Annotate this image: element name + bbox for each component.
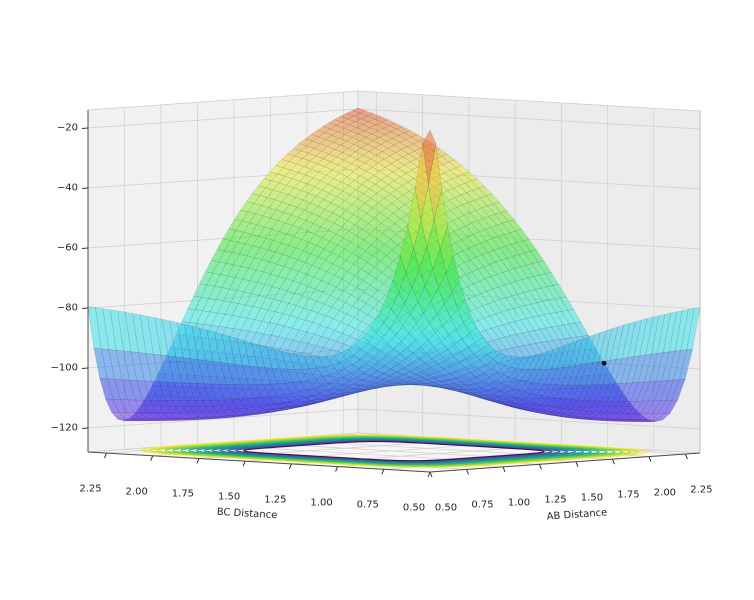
surface-plot-canvas (0, 0, 754, 600)
surface-plot-figure: AB Distance BC Distance −20 −40 −60 −80 −100… (0, 0, 754, 600)
